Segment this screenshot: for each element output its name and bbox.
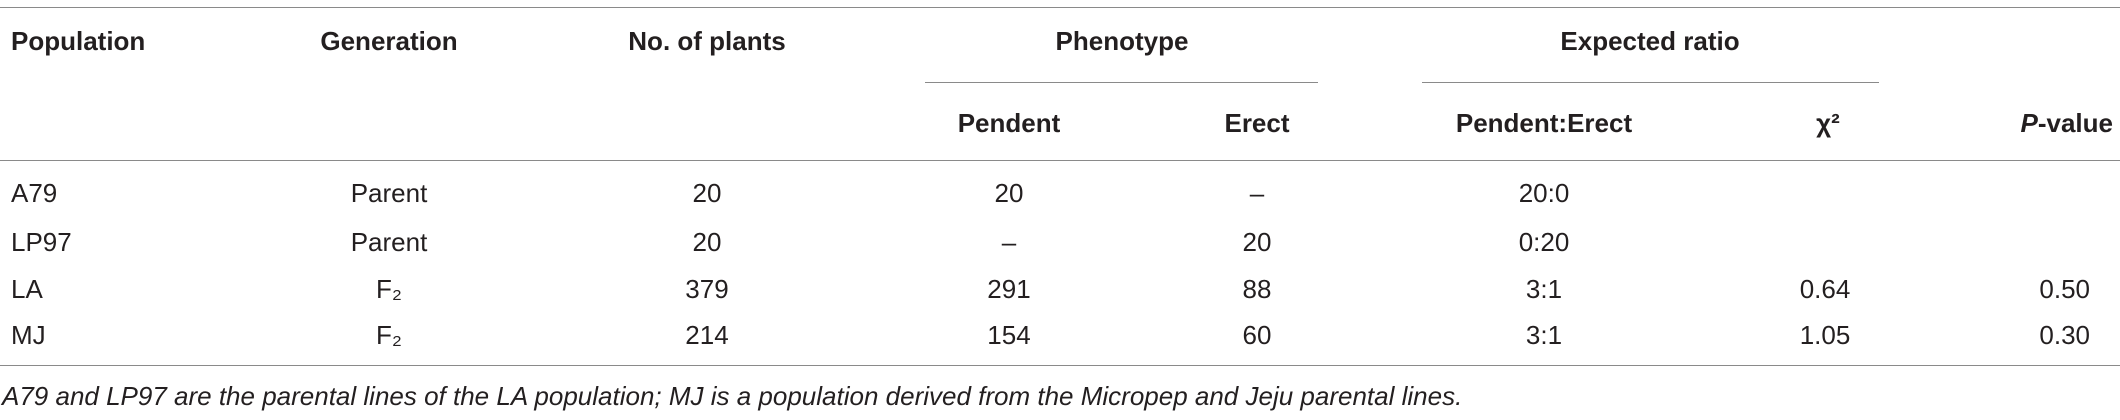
subheader-cell: χ² — [1816, 108, 1840, 138]
table-cell: 0.30 — [2039, 320, 2090, 350]
subheader-cell: P-value — [2021, 108, 2114, 138]
table-cell: 0.64 — [1799, 274, 1851, 304]
table-cell: 20 — [994, 178, 1024, 208]
table-cell: F₂ — [376, 320, 402, 350]
footnote: A79 and LP97 are the parental lines of t… — [2, 381, 1463, 411]
table-cell: 1.05 — [1799, 320, 1851, 350]
expected-ratio-rule — [1422, 82, 1879, 83]
table-cell: MJ — [11, 320, 46, 350]
header-cell: Population — [11, 26, 146, 56]
subheader-cell: Pendent — [957, 108, 1061, 138]
table-cell: 60 — [1242, 320, 1272, 350]
table-cell: 291 — [987, 274, 1031, 304]
table-cell: 154 — [987, 320, 1031, 350]
table-cell: 20:0 — [1518, 178, 1570, 208]
italic-part: P — [2020, 108, 2038, 138]
table-cell: 20 — [692, 227, 722, 257]
table-cell: 20 — [692, 178, 722, 208]
table-cell: LA — [11, 274, 43, 304]
header-cell: No. of plants — [628, 26, 786, 56]
table-cell: 379 — [685, 274, 729, 304]
table-cell: 0:20 — [1518, 227, 1570, 257]
table-cell: 88 — [1242, 274, 1272, 304]
table-cell: LP97 — [11, 227, 72, 257]
table-cell: A79 — [11, 178, 58, 208]
header-cell: Generation — [320, 26, 458, 56]
table-cell: 214 — [685, 320, 729, 350]
header-cell: Phenotype — [1055, 26, 1189, 56]
table-cell: F₂ — [376, 274, 402, 304]
table-cell: – — [1249, 178, 1265, 208]
subheader-cell: Erect — [1224, 108, 1290, 138]
subheader-cell: Pendent:Erect — [1455, 108, 1633, 138]
header-cell: Expected ratio — [1560, 26, 1740, 56]
phenotype-rule — [925, 82, 1318, 83]
table-cell: – — [1001, 227, 1017, 257]
top-rule — [0, 7, 2120, 8]
text-part: -value — [2037, 108, 2113, 138]
bottom-rule — [0, 365, 2120, 366]
table-cell: 20 — [1242, 227, 1272, 257]
header-rule — [0, 160, 2120, 161]
table-cell: 0.50 — [2039, 274, 2090, 304]
table-cell: 3:1 — [1525, 274, 1563, 304]
table-cell: Parent — [350, 178, 428, 208]
table-cell: 3:1 — [1525, 320, 1563, 350]
table-cell: Parent — [350, 227, 428, 257]
